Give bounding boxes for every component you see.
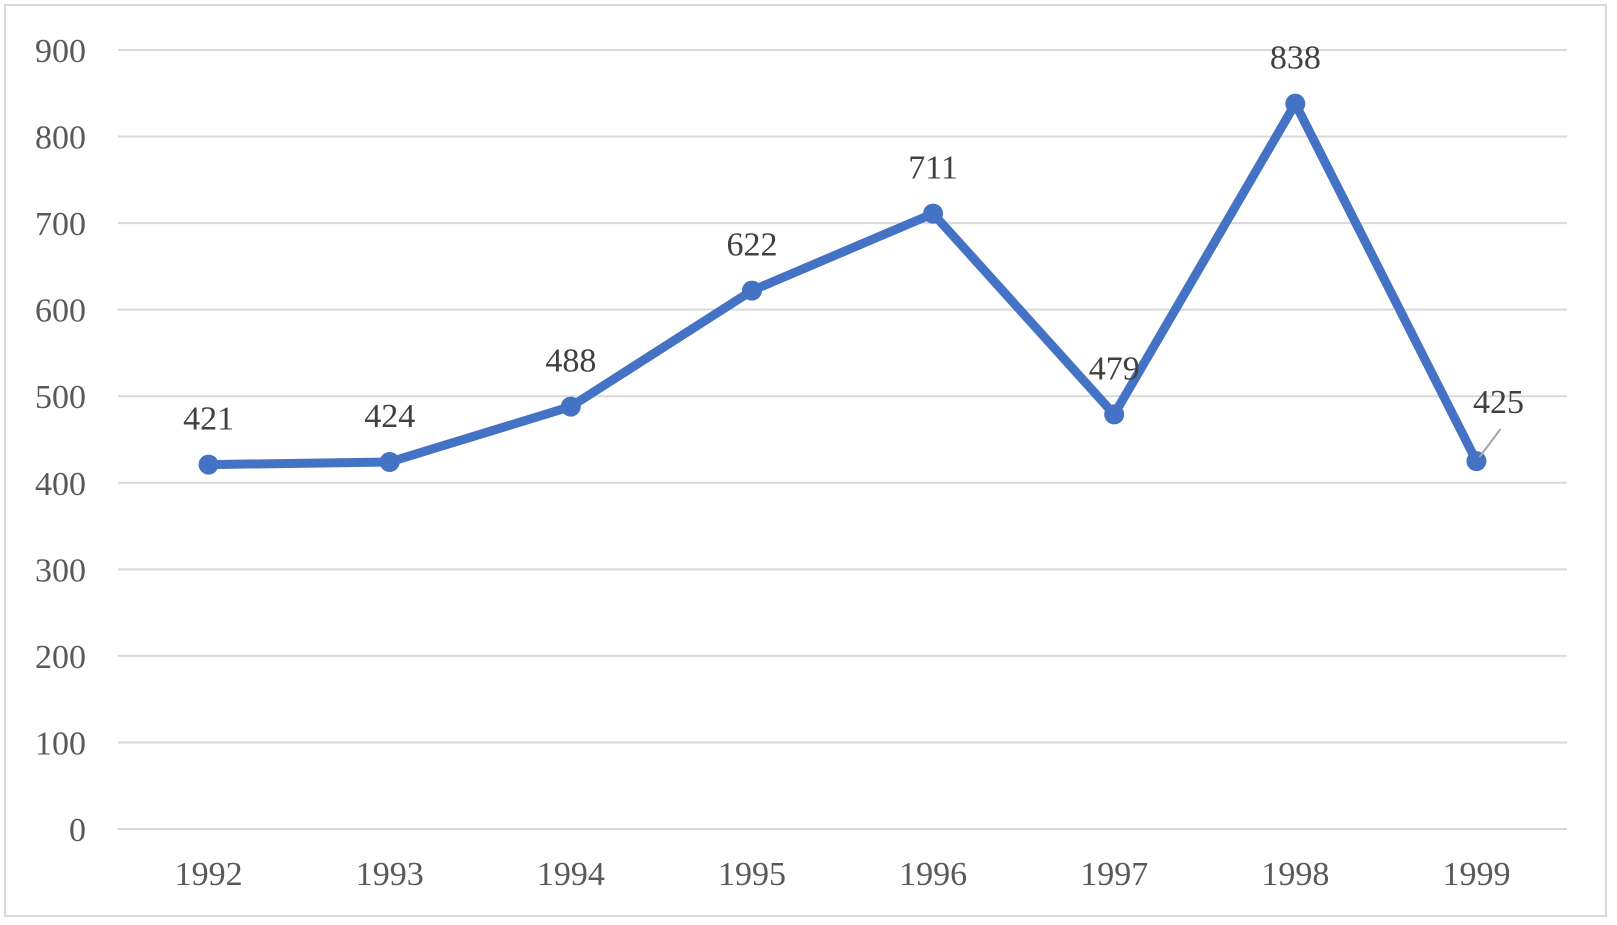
data-label: 479: [1089, 350, 1140, 387]
y-tick-label: 700: [35, 206, 86, 243]
data-point: [198, 454, 219, 475]
x-tick-label: 1999: [1442, 856, 1510, 893]
y-tick-label: 400: [35, 466, 86, 503]
data-point: [1285, 93, 1306, 114]
y-tick-label: 800: [35, 120, 86, 157]
x-axis-ticks: 1992 1993 1994 1995 1996 1997 1998 1999: [175, 856, 1511, 893]
x-tick-label: 1992: [175, 856, 243, 893]
data-labels: 421 424 488 622 711 479 838 425: [183, 40, 1524, 458]
data-label: 424: [364, 398, 415, 435]
y-tick-label: 900: [35, 33, 86, 70]
x-tick-label: 1997: [1080, 856, 1148, 893]
x-tick-label: 1995: [718, 856, 786, 893]
y-axis-ticks: 0 100 200 300 400 500 600 700 800 900: [35, 33, 86, 849]
data-point: [560, 396, 581, 417]
y-tick-label: 500: [35, 379, 86, 416]
data-label: 421: [183, 401, 234, 438]
data-label: 711: [908, 150, 958, 187]
data-point: [741, 280, 762, 301]
data-point: [1466, 451, 1487, 472]
data-point: [379, 452, 400, 473]
y-tick-label: 100: [35, 725, 86, 762]
x-tick-label: 1993: [356, 856, 424, 893]
data-point: [1104, 404, 1125, 425]
leader-line: [1478, 428, 1502, 458]
series-line: [204, 99, 1481, 470]
data-point: [923, 203, 944, 224]
y-tick-label: 200: [35, 639, 86, 676]
y-tick-label: 300: [35, 552, 86, 589]
y-tick-label: 0: [69, 812, 86, 849]
data-label: 488: [545, 343, 596, 380]
data-label: 425: [1473, 384, 1524, 421]
data-points: [198, 93, 1487, 475]
gridlines: [118, 49, 1567, 830]
data-label: 838: [1270, 40, 1321, 77]
x-tick-label: 1998: [1261, 856, 1329, 893]
x-tick-label: 1996: [899, 856, 967, 893]
data-label: 622: [726, 227, 777, 264]
x-tick-label: 1994: [537, 856, 605, 893]
y-tick-label: 600: [35, 293, 86, 330]
series-polyline: [204, 99, 1481, 470]
